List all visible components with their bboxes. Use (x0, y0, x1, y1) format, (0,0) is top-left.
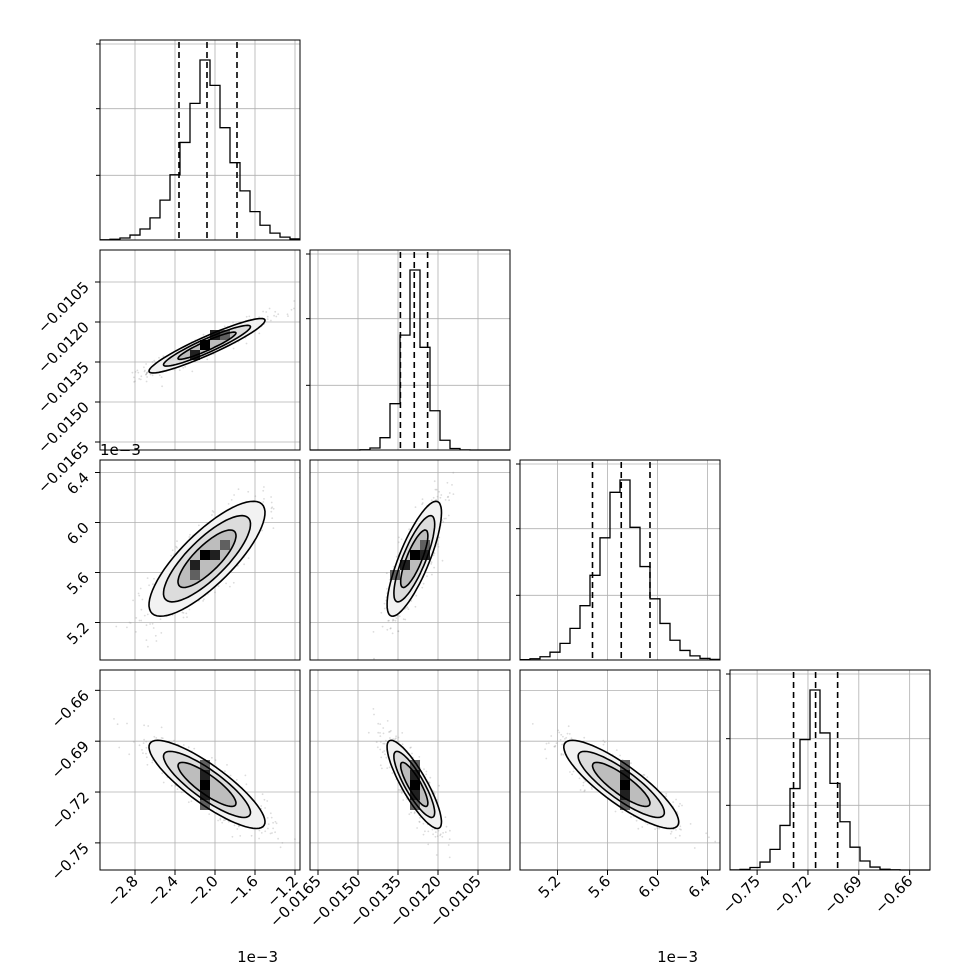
density-cell (410, 550, 420, 560)
contour-line-2-3-1 (386, 739, 443, 830)
density-cell (200, 780, 210, 790)
density-cell (200, 770, 210, 780)
density-cell (620, 790, 630, 800)
contour-line-1-2-0 (162, 514, 252, 603)
contour-line-0-3-0 (177, 761, 237, 808)
y-offset-text-2: 1e−3 (100, 441, 141, 459)
x-offset-text-2: 1e−3 (657, 948, 698, 966)
ytick-label-2-0: 5.2 (63, 619, 93, 649)
panel-frame-2-0 (99, 459, 301, 661)
density-cell (620, 780, 630, 790)
contour-line-0-3-1 (399, 761, 429, 808)
scatter-panel-2-0 (99, 459, 301, 661)
contour-band-mid-3-2 (578, 751, 665, 818)
density-cell (410, 800, 420, 810)
contour-line-2-3-2 (562, 739, 680, 830)
density-cell (200, 550, 210, 560)
contour-line-0-2-1 (399, 529, 429, 589)
x-offset-text-0: 1e−3 (237, 948, 278, 966)
histogram-2 (520, 479, 720, 661)
xtick-label-2-1: 5.6 (585, 872, 615, 902)
ytick-label-3-2: −0.69 (48, 737, 93, 782)
contour-line-2-1-0 (148, 317, 266, 374)
xtick-label-0-2: −2.0 (183, 872, 221, 910)
contour-band-outer-3-2 (563, 740, 679, 829)
density-cell (220, 330, 230, 340)
xtick-label-3-1: −0.72 (770, 872, 815, 917)
xtick-label-2-0: 5.2 (535, 872, 565, 902)
panel-frame-2-1 (309, 459, 511, 661)
scatter-panel-1-0 (99, 249, 301, 451)
histogram-3 (730, 689, 930, 871)
contour-line-1-1-0 (162, 324, 252, 367)
panel-frame-3-0 (99, 669, 301, 871)
scatter-panel-3-2 (519, 669, 721, 871)
hist-frame-1 (309, 249, 511, 451)
xtick-label-3-2: −0.69 (820, 872, 865, 917)
hist-panel-0 (96, 39, 301, 241)
panel-frame-1-0 (99, 249, 301, 451)
contour-band-outer-3-0 (149, 740, 265, 829)
contour-band-outer-2-0 (149, 501, 265, 617)
contour-band-mid-3-1 (393, 751, 435, 818)
density-peak-2-1 (390, 540, 430, 580)
panel-frame-3-2 (519, 669, 721, 871)
scatter-panel-3-0 (99, 669, 301, 871)
contour-line-0-1-0 (177, 331, 237, 361)
density-cell (220, 540, 230, 550)
hist-panel-3 (726, 669, 931, 871)
scatter-panel-2-1 (309, 459, 511, 661)
contour-band-mid-1-0 (163, 325, 251, 367)
density-cell (200, 340, 210, 350)
density-cell (410, 760, 420, 770)
xtick-label-2-2: 6.0 (635, 872, 665, 902)
contour-line-0-2-0 (177, 529, 237, 589)
density-cell (210, 550, 220, 560)
contour-line-2-2-0 (148, 500, 266, 618)
density-cell (420, 540, 430, 550)
hist-frame-0 (99, 39, 301, 241)
ytick-label-3-3: −0.66 (48, 686, 93, 731)
contour-line-1-2-1 (393, 514, 436, 603)
scatter-panel-3-1 (309, 669, 511, 871)
ytick-label-3-0: −0.75 (48, 839, 93, 884)
density-cell (400, 560, 410, 570)
histogram-0 (100, 59, 300, 241)
xtick-label-0-3: −1.6 (223, 872, 261, 910)
panel-frame-3-1 (309, 669, 511, 871)
density-cell (190, 570, 200, 580)
density-peak-2-0 (190, 540, 230, 580)
contour-line-2-2-1 (386, 500, 443, 618)
xtick-label-0-1: −2.4 (143, 872, 181, 910)
contour-line-2-3-0 (148, 739, 266, 830)
contour-line-0-3-2 (591, 761, 651, 808)
xtick-label-3-0: −0.75 (719, 872, 764, 917)
density-cell (620, 760, 630, 770)
hist-frame-3 (729, 669, 931, 871)
contour-band-mid-2-0 (163, 515, 251, 602)
contour-band-outer-3-1 (387, 740, 442, 829)
density-cell (420, 550, 430, 560)
contour-band-mid-3-0 (163, 751, 251, 818)
xtick-label-3-3: −0.66 (871, 872, 916, 917)
ytick-label-2-1: 5.6 (63, 569, 93, 599)
density-cell (410, 780, 420, 790)
xtick-label-2-3: 6.4 (685, 872, 715, 902)
density-cell (200, 800, 210, 810)
ytick-label-2-2: 6.0 (63, 519, 93, 549)
density-cell (190, 560, 200, 570)
histogram-1 (310, 269, 510, 451)
ytick-label-3-1: −0.72 (48, 788, 93, 833)
hist-panel-1 (306, 249, 511, 451)
contour-band-outer-1-0 (149, 318, 265, 373)
contour-line-1-3-0 (162, 750, 252, 819)
density-cell (410, 790, 420, 800)
contour-line-1-3-2 (577, 750, 666, 819)
hist-frame-2 (519, 459, 721, 661)
contour-line-1-3-1 (393, 750, 436, 819)
xtick-label-0-0: −2.8 (103, 872, 141, 910)
hist-panel-2 (516, 459, 721, 661)
density-cell (390, 570, 400, 580)
